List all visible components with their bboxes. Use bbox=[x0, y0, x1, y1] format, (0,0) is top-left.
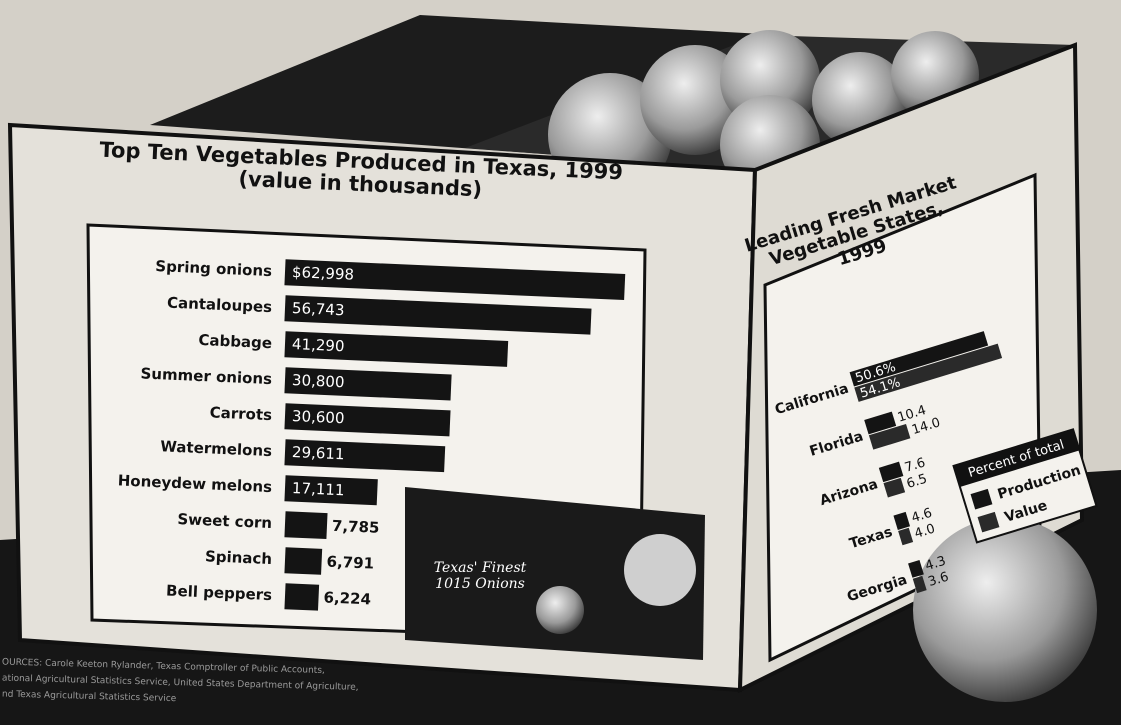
value-label: 6,791 bbox=[326, 553, 374, 573]
value-label: 29,611 bbox=[292, 443, 345, 463]
value-label: 30,800 bbox=[292, 371, 345, 391]
category-label: Spinach bbox=[205, 547, 273, 568]
value-label: 7,785 bbox=[332, 517, 380, 537]
value-label: 6,224 bbox=[323, 588, 371, 608]
infographic: Texas' Finest 1015 Onions Top Ten Vegeta… bbox=[0, 0, 1121, 725]
category-label: Carrots bbox=[209, 403, 272, 424]
bar bbox=[284, 583, 319, 610]
big-onion bbox=[913, 518, 1097, 702]
value-label: 30,600 bbox=[292, 407, 345, 427]
bar bbox=[284, 511, 327, 539]
value-label: 17,111 bbox=[292, 479, 345, 499]
category-label: Cabbage bbox=[198, 331, 272, 352]
value-label: 56,743 bbox=[292, 299, 345, 319]
value-label: 41,290 bbox=[292, 335, 345, 355]
bar bbox=[284, 547, 322, 575]
photo-caption-box: Texas' Finest 1015 Onions bbox=[415, 560, 545, 610]
baby-face bbox=[624, 534, 696, 606]
value-label: $62,998 bbox=[292, 263, 355, 284]
photo-caption: Texas' Finest 1015 Onions bbox=[415, 560, 545, 592]
